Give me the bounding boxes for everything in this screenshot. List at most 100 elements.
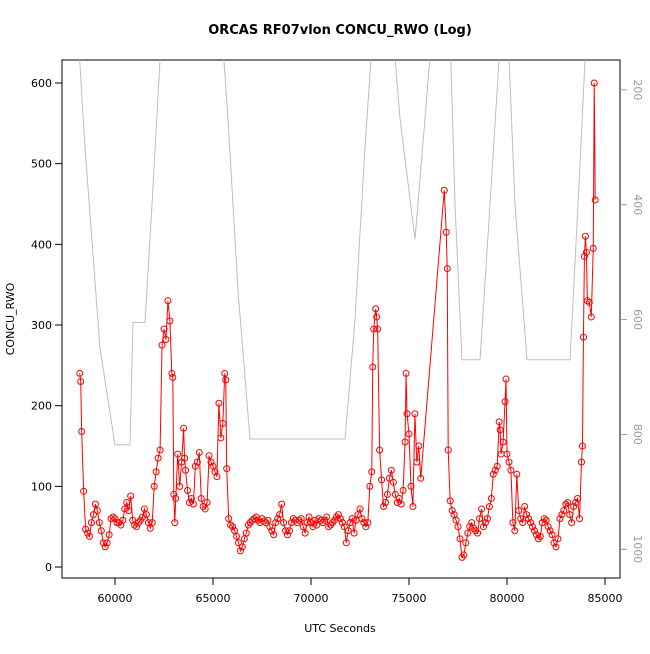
y2-tick-label: 200 [631,79,644,100]
data-point [213,473,221,481]
data-point [548,531,556,539]
data-point [556,515,564,523]
data-point [169,373,177,381]
data-point [250,515,258,523]
data-point [280,519,288,527]
y-axis-label: CONCU_RWO [4,282,17,355]
data-point [544,523,552,531]
data-point [509,519,517,527]
data-point [399,486,407,494]
data-point [191,462,199,470]
data-point [156,446,164,454]
data-point [91,500,99,508]
data-point [558,511,566,519]
data-point [82,525,90,533]
plot-area [76,60,599,561]
data-point [591,196,599,204]
data-point [542,516,550,524]
x-tick-label: 75000 [392,592,427,605]
data-point [409,503,417,511]
data-point [452,516,460,524]
data-point [346,519,354,527]
data-point [552,543,560,551]
y2-tick-label: 600 [631,309,644,330]
y-tick-label: 400 [31,238,52,251]
data-point [125,507,133,515]
data-point [80,487,88,495]
data-point [495,418,503,426]
data-point [369,363,377,371]
data-point [579,333,587,341]
data-point [546,527,554,535]
x-tick-label: 80000 [490,592,525,605]
data-point [413,458,421,466]
data-point [201,505,209,513]
data-point [109,513,117,521]
data-point [285,527,293,535]
data-point [536,532,544,540]
data-point [466,523,474,531]
data-point [152,468,160,476]
data-point [260,517,268,525]
data-point [501,398,509,406]
data-point [215,399,223,407]
data-point [456,535,464,543]
data-point [278,500,286,508]
data-point [171,519,179,527]
data-point [443,265,451,273]
data-point [203,498,211,506]
data-point [195,448,203,456]
data-point [519,519,527,527]
data-point [540,515,548,523]
data-point [487,494,495,502]
data-point [222,376,230,384]
data-point [164,297,172,305]
data-point [389,478,397,486]
data-point [170,490,178,498]
data-point [580,252,588,260]
x-tick-label: 85000 [588,592,623,605]
data-point [148,519,156,527]
y2-tick-label: 1000 [631,535,644,563]
y-tick-label: 500 [31,158,52,171]
data-point [570,503,578,511]
data-point [111,515,119,523]
data-point [297,515,305,523]
data-point [378,476,386,484]
data-point [358,515,366,523]
y-tick-label: 0 [45,561,52,574]
data-point [585,298,593,306]
data-point [264,516,272,524]
data-point [338,519,346,527]
data-point [577,458,585,466]
data-point [564,498,572,506]
data-point [276,511,284,519]
data-point [272,519,280,527]
y2-tick-label: 800 [631,424,644,445]
data-point [242,529,250,537]
data-point [372,305,380,313]
data-point [590,79,598,87]
data-point [270,531,278,539]
series-line [79,60,586,446]
data-point [407,482,415,490]
data-point [89,511,97,519]
chart-title: ORCAS RF07vlon CONCU_RWO (Log) [208,23,472,38]
data-point [185,498,193,506]
data-point [323,513,331,521]
data-point [493,462,501,470]
data-point [99,539,107,547]
data-point [462,539,470,547]
data-point [342,539,350,547]
data-point [197,494,205,502]
data-point [301,529,309,537]
data-point [309,523,317,531]
data-point [158,341,166,349]
data-point [478,505,486,513]
data-point [485,503,493,511]
data-point [225,515,233,523]
data-point [97,527,105,535]
data-point [168,369,176,377]
data-point [221,369,229,377]
data-point [505,458,513,466]
